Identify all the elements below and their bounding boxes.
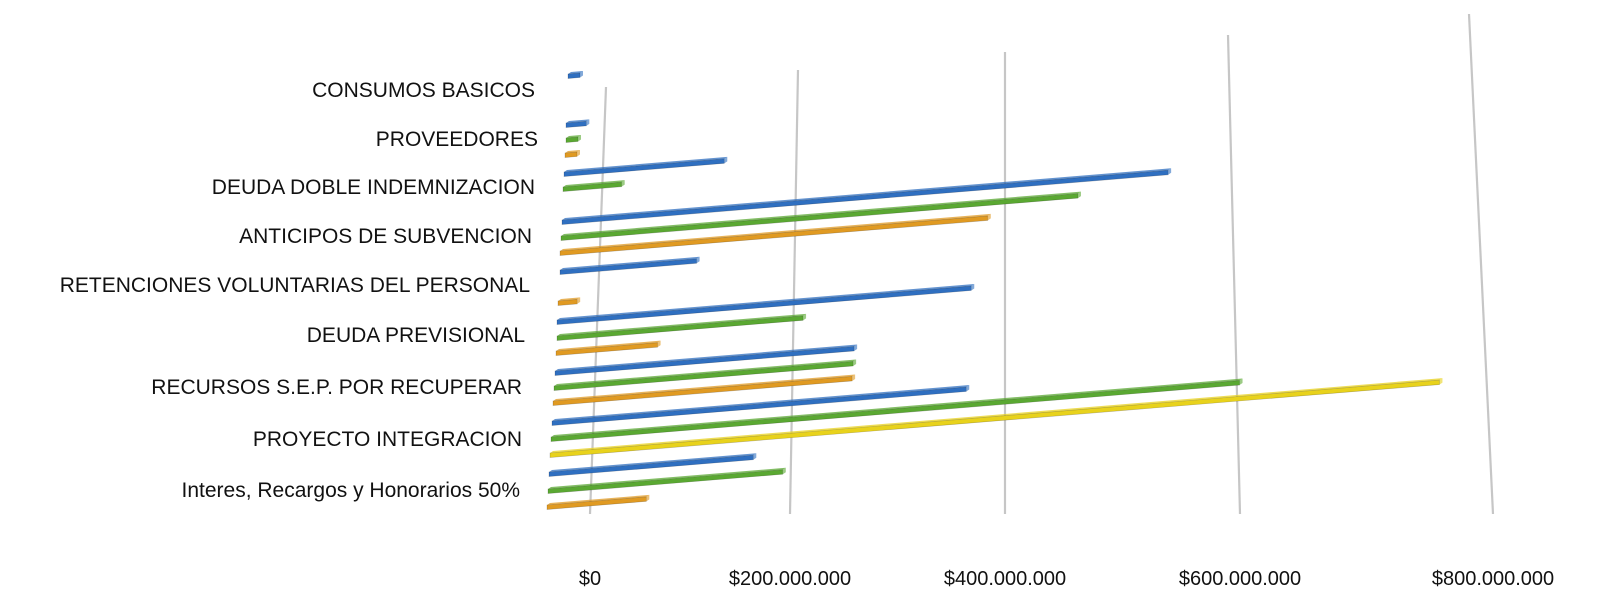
bar-end <box>852 374 856 381</box>
bar-end <box>782 467 786 475</box>
category-label: DEUDA DOBLE INDEMNIZACION <box>212 176 535 199</box>
category-label: PROYECTO INTEGRACION <box>253 428 522 451</box>
bar-top <box>548 467 786 489</box>
bar-end <box>578 135 581 142</box>
bar-top <box>563 180 625 187</box>
bar-top <box>564 156 728 172</box>
bar-end <box>966 385 970 392</box>
bar-top <box>552 385 970 421</box>
bar-end <box>1168 168 1172 175</box>
category-label: ANTICIPOS DE SUBVENCION <box>239 225 532 248</box>
gridline-3 <box>1226 34 1242 515</box>
bar-top <box>551 378 1243 437</box>
bar-top <box>565 150 580 153</box>
gridline-4 <box>1467 13 1495 515</box>
bar-end <box>621 180 625 187</box>
bar-end <box>803 313 807 321</box>
bar-end <box>1239 378 1243 386</box>
category-label: PROVEEDORES <box>376 128 538 151</box>
category-label: DEUDA PREVISIONAL <box>307 324 525 347</box>
bar-top <box>555 344 858 371</box>
category-label: Interes, Recargos y Honorarios 50% <box>182 479 521 502</box>
bar-end <box>724 156 728 164</box>
gridlines <box>588 13 1495 515</box>
category-label: CONSUMOS BASICOS <box>312 79 535 102</box>
bar-top <box>550 378 1443 453</box>
bar-end <box>696 256 700 264</box>
bar <box>565 136 579 143</box>
x-tick-labels: $0 $200.000.000 $400.000.000 $600.000.000 $8… <box>579 568 1554 590</box>
bar-top <box>556 340 661 351</box>
x-tick-label: $400.000.000 <box>944 568 1066 590</box>
bar-top <box>560 213 991 251</box>
bar-end <box>646 494 650 502</box>
bar-top <box>558 297 581 301</box>
bar-top <box>561 191 1081 236</box>
bar-end <box>657 340 661 348</box>
bar-end <box>1439 378 1443 385</box>
bar-end <box>577 297 581 304</box>
category-label: RECURSOS S.E.P. POR RECUPERAR <box>151 376 522 399</box>
bar-top <box>562 168 1172 220</box>
bar <box>564 151 578 158</box>
bar-top <box>560 256 700 270</box>
bar-top <box>547 494 650 505</box>
bar-end <box>971 284 975 291</box>
bar-top <box>566 135 581 138</box>
bar-end <box>1077 191 1081 199</box>
bar <box>567 72 581 79</box>
bar-end <box>586 119 590 126</box>
gridline-1 <box>788 69 800 515</box>
bar-end <box>753 453 757 460</box>
bar-top <box>553 374 856 401</box>
x-tick-label: $800.000.000 <box>1432 568 1554 590</box>
bar-end <box>580 71 583 78</box>
x-tick-label: $200.000.000 <box>729 568 851 590</box>
bar-end <box>987 213 991 221</box>
bar-top <box>568 71 583 74</box>
x-tick-label: $600.000.000 <box>1179 568 1301 590</box>
bar <box>563 158 725 177</box>
bar-top <box>557 313 807 336</box>
bar-end <box>854 344 858 351</box>
bar-end <box>853 359 857 366</box>
x-tick-label: $0 <box>579 568 601 590</box>
bar-top <box>554 359 857 386</box>
category-labels: CONSUMOS BASICOS PROVEEDORES DEUDA DOBLE I… <box>60 79 538 502</box>
bar-top <box>566 119 590 123</box>
gridline-0 <box>588 86 608 515</box>
category-label: RETENCIONES VOLUNTARIAS DEL PERSONAL <box>60 274 530 297</box>
bar-top <box>557 284 975 320</box>
bar-top <box>549 453 757 472</box>
bars <box>546 71 1443 510</box>
bar-end <box>577 150 580 157</box>
